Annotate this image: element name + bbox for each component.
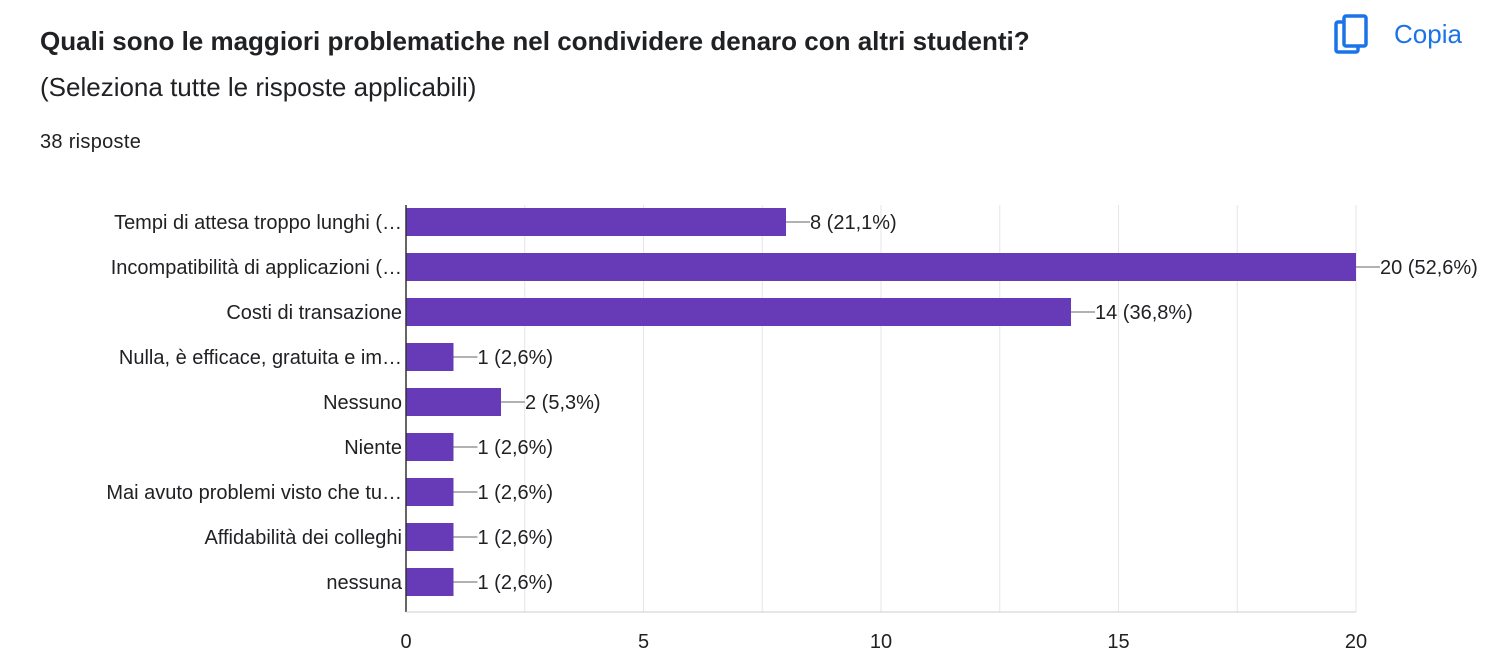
x-tick-label: 20 [1345, 631, 1367, 653]
bar [406, 298, 1071, 326]
copy-label: Copia [1394, 18, 1462, 49]
x-tick-label: 10 [870, 631, 892, 653]
copy-icon [1334, 14, 1368, 54]
data-label: 1 (2,6%) [478, 482, 554, 504]
bar [406, 478, 454, 506]
copy-button[interactable]: Copia [1334, 14, 1462, 54]
category-label: Affidabilità dei colleghi [204, 527, 402, 549]
data-label: 20 (52,6%) [1380, 257, 1478, 279]
bar [406, 253, 1356, 281]
data-label: 1 (2,6%) [478, 437, 554, 459]
category-label: Costi di transazione [226, 302, 402, 324]
bar [406, 388, 501, 416]
category-label: Tempi di attesa troppo lunghi (… [114, 212, 402, 234]
x-tick-label: 5 [638, 631, 649, 653]
bar [406, 523, 454, 551]
data-label: 1 (2,6%) [478, 572, 554, 594]
category-label: Nulla, è efficace, gratuita e im… [119, 347, 402, 369]
category-label: Incompatibilità di applicazioni (… [111, 257, 402, 279]
data-label: 2 (5,3%) [525, 392, 601, 414]
category-label: Nessuno [323, 392, 402, 414]
category-label: Mai avuto problemi visto che tu… [106, 482, 402, 504]
page-subtitle: (Seleziona tutte le risposte applicabili… [40, 72, 477, 102]
category-label: nessuna [326, 572, 402, 594]
bar [406, 433, 454, 461]
category-label: Niente [344, 437, 402, 459]
bar [406, 343, 454, 371]
data-label: 1 (2,6%) [478, 347, 554, 369]
x-tick-label: 15 [1107, 631, 1129, 653]
bar [406, 568, 454, 596]
data-label: 1 (2,6%) [478, 527, 554, 549]
bar [406, 208, 786, 236]
response-count: 38 risposte [40, 131, 142, 153]
data-label: 14 (36,8%) [1095, 302, 1193, 324]
data-label: 8 (21,1%) [810, 212, 897, 234]
x-tick-label: 0 [400, 631, 411, 653]
page-title: Quali sono le maggiori problematiche nel… [40, 26, 1030, 56]
